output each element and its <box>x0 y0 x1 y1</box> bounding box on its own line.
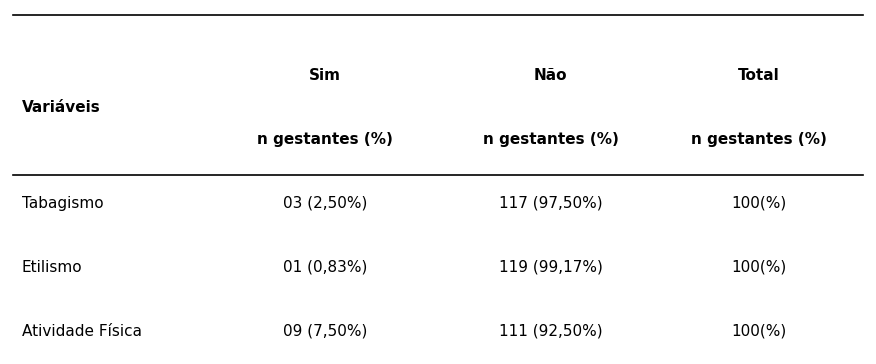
Text: n gestantes (%): n gestantes (%) <box>258 132 393 147</box>
Text: 119 (99,17%): 119 (99,17%) <box>498 260 603 275</box>
Text: n gestantes (%): n gestantes (%) <box>691 132 827 147</box>
Text: Total: Total <box>738 68 780 83</box>
Text: 100(%): 100(%) <box>731 260 787 275</box>
Text: n gestantes (%): n gestantes (%) <box>483 132 618 147</box>
Text: 09 (7,50%): 09 (7,50%) <box>283 324 367 339</box>
Text: Atividade Física: Atividade Física <box>22 324 142 339</box>
Text: Etilismo: Etilismo <box>22 260 82 275</box>
Text: 03 (2,50%): 03 (2,50%) <box>283 196 367 211</box>
Text: 100(%): 100(%) <box>731 196 787 211</box>
Text: 01 (0,83%): 01 (0,83%) <box>283 260 367 275</box>
Text: 111 (92,50%): 111 (92,50%) <box>499 324 603 339</box>
Text: Não: Não <box>534 68 568 83</box>
Text: Tabagismo: Tabagismo <box>22 196 103 211</box>
Text: Sim: Sim <box>309 68 342 83</box>
Text: 100(%): 100(%) <box>731 324 787 339</box>
Text: Variáveis: Variáveis <box>22 100 100 115</box>
Text: 117 (97,50%): 117 (97,50%) <box>499 196 603 211</box>
